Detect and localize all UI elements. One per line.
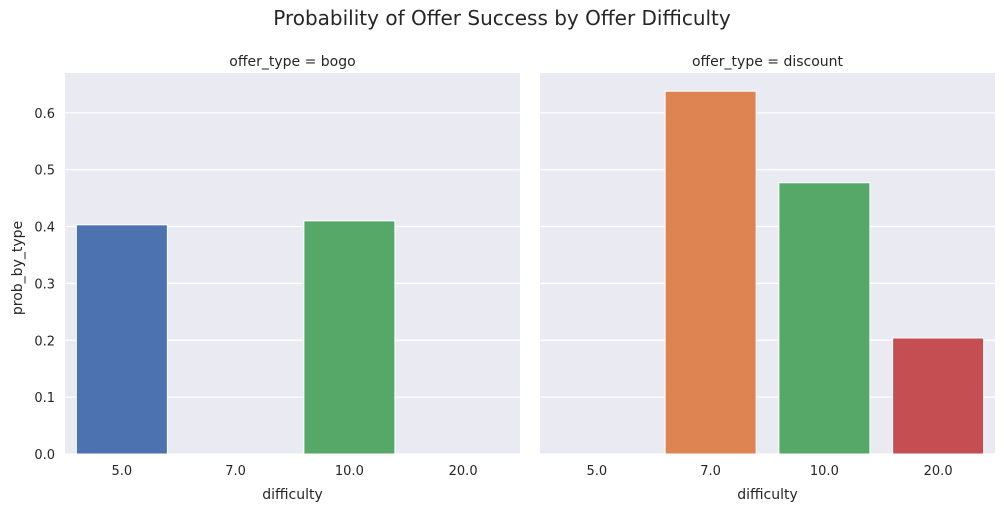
- y-tick-label: 0.2: [34, 334, 55, 349]
- y-tick-label: 0.5: [34, 164, 55, 179]
- x-axis-label: difficulty: [262, 487, 323, 503]
- x-tick-label: 20.0: [449, 464, 478, 479]
- y-axis-label: prob_by_type: [10, 221, 26, 315]
- x-tick-label: 5.0: [112, 464, 133, 479]
- facets: 0.0 0.1 0.2 0.3 0.4 0.5 0.6 offer_type = bogo 5.…: [34, 54, 995, 503]
- x-tick-label: 20.0: [924, 464, 953, 479]
- x-tick-label: 7.0: [700, 464, 721, 479]
- bar: [303, 220, 396, 455]
- x-tick-label: 10.0: [335, 464, 364, 479]
- y-tick-label: 0.3: [34, 277, 55, 292]
- facet-title: offer_type = bogo: [229, 54, 355, 70]
- facet-panel-1: offer_type = discount 5.0 7.0 10.0 20.0 diffi…: [540, 54, 995, 503]
- y-tick-label: 0.1: [34, 391, 55, 406]
- facet-title: offer_type = discount: [692, 54, 844, 70]
- chart-title: Probability of Offer Success by Offer Di…: [273, 6, 731, 30]
- x-axis-label: difficulty: [737, 487, 798, 503]
- bar: [75, 224, 168, 455]
- facet-panel-0: 0.0 0.1 0.2 0.3 0.4 0.5 0.6 offer_type = bogo 5.…: [34, 54, 520, 503]
- bar: [664, 90, 757, 455]
- y-tick-label: 0.0: [34, 448, 55, 463]
- x-tick-label: 7.0: [225, 464, 246, 479]
- bar: [778, 182, 871, 455]
- bar: [892, 337, 985, 455]
- x-tick-label: 5.0: [587, 464, 608, 479]
- y-tick-label: 0.6: [34, 107, 55, 122]
- x-tick-label: 10.0: [810, 464, 839, 479]
- y-tick-label: 0.4: [34, 221, 55, 236]
